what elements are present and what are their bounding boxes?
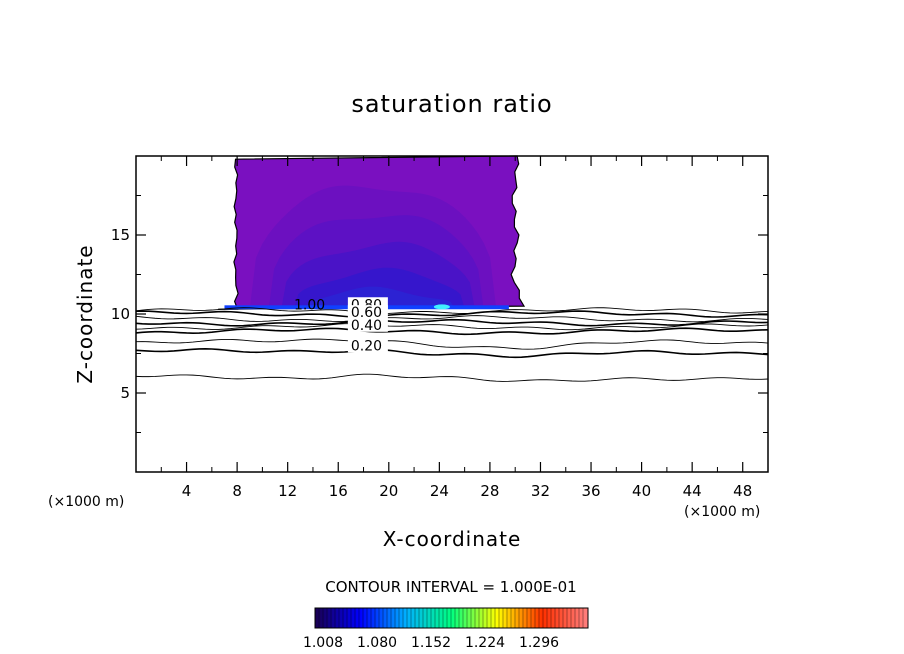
- contour-label-bg: [347, 305, 388, 320]
- x-tick-label: 40: [632, 482, 651, 500]
- x-tick-label: 4: [182, 482, 192, 500]
- contour-line: [135, 323, 769, 331]
- contour-label-bg: [347, 338, 388, 353]
- contour-labels: 1.000.800.600.400.20: [294, 297, 388, 354]
- y-axis-unit: (×1000 m): [48, 494, 124, 510]
- x-tick-label: 36: [581, 482, 600, 500]
- colorbar-tick-label: 1.224: [465, 635, 505, 651]
- contour-label: 0.60: [351, 305, 382, 321]
- x-tick-label: 32: [531, 482, 550, 500]
- contour-label: 0.40: [351, 318, 382, 334]
- x-tick-label: 44: [683, 482, 702, 500]
- colorbar-tick-label: 1.080: [357, 635, 397, 651]
- colorbar-tick-label: 1.152: [411, 635, 451, 651]
- x-tick-label: 28: [480, 482, 499, 500]
- contour-line: [135, 307, 769, 315]
- chart-title: saturation ratio: [351, 90, 552, 118]
- x-axis-ticks: 4 8 12 16 20 24 28 32 36 40 44 48: [160, 156, 752, 500]
- contour-line: [135, 338, 769, 350]
- y-axis-label: Z-coordinate: [73, 244, 97, 383]
- max-saturation-spot: [433, 304, 450, 310]
- x-tick-label: 20: [379, 482, 398, 500]
- y-axis-ticks: 5 10 15: [111, 195, 768, 433]
- x-axis-unit: (×1000 m): [684, 504, 760, 520]
- contour-lines: [135, 307, 769, 382]
- contour-line: [135, 315, 769, 323]
- colorbar-stripes: [314, 608, 584, 628]
- contour-label: 0.20: [351, 338, 382, 354]
- saturation-fill: [218, 155, 526, 310]
- contour-label-bg: [347, 317, 388, 332]
- x-tick-label: 16: [329, 482, 348, 500]
- x-tick-label: 24: [430, 482, 449, 500]
- contour-line: [135, 373, 769, 382]
- contour-line: [135, 348, 769, 359]
- y-tick-label: 15: [111, 226, 130, 244]
- contour-line: [135, 318, 769, 327]
- x-tick-label: 48: [733, 482, 752, 500]
- contour-interval-label: CONTOUR INTERVAL = 1.000E-01: [325, 578, 576, 596]
- colorbar-labels: 1.008 1.080 1.152 1.224 1.296: [303, 635, 559, 651]
- contour-label: 1.00: [294, 297, 325, 313]
- colorbar-tick-label: 1.008: [303, 635, 343, 651]
- x-tick-label: 8: [232, 482, 242, 500]
- y-tick-label: 5: [120, 384, 130, 402]
- y-tick-label: 10: [111, 305, 130, 323]
- colorbar-tick-label: 1.296: [519, 635, 559, 651]
- x-axis-label: X-coordinate: [383, 527, 522, 551]
- colorbar: [314, 607, 589, 629]
- contour-line: [135, 310, 769, 318]
- contour-line: [135, 327, 769, 336]
- x-tick-label: 12: [278, 482, 297, 500]
